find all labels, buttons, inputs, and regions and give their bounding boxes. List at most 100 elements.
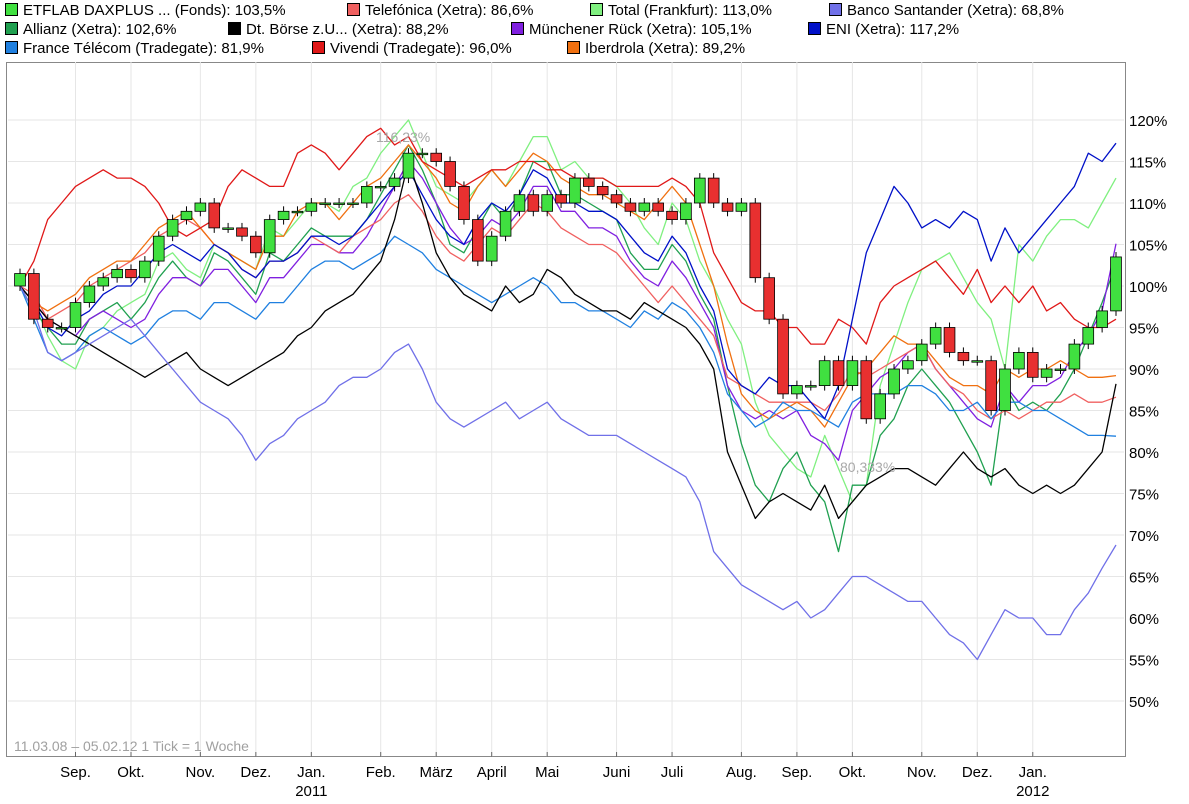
- candle[interactable]: [541, 194, 554, 212]
- candle[interactable]: [374, 185, 387, 189]
- candle[interactable]: [291, 210, 304, 214]
- candle[interactable]: [638, 202, 651, 212]
- series-line-france-t-l-com-tradegate-[interactable]: [19, 235, 1117, 437]
- candle[interactable]: [139, 260, 151, 279]
- candle[interactable]: [444, 161, 456, 187]
- candle[interactable]: [236, 227, 248, 237]
- candle[interactable]: [347, 202, 359, 205]
- candle[interactable]: [985, 360, 997, 411]
- candle[interactable]: [721, 202, 734, 212]
- candle[interactable]: [804, 385, 817, 388]
- candle[interactable]: [791, 385, 803, 395]
- legend-item-vivendi[interactable]: Vivendi (Tradegate): 96,0%: [312, 40, 512, 58]
- legend-item-muenchener-rueck[interactable]: Münchener Rück (Xetra): 105,1%: [511, 21, 752, 39]
- legend-item-total[interactable]: Total (Frankfurt): 113,0%: [590, 2, 772, 20]
- candle[interactable]: [14, 273, 26, 287]
- candle[interactable]: [28, 273, 40, 320]
- candle[interactable]: [874, 393, 886, 420]
- series-line-allianz-xetra-[interactable]: [19, 144, 1117, 553]
- candle[interactable]: [957, 351, 970, 362]
- candle[interactable]: [1054, 368, 1067, 371]
- legend-item-etflab[interactable]: ETFLAB DAXPLUS ... (Fonds): 103,5%: [5, 2, 286, 20]
- candle[interactable]: [929, 327, 942, 345]
- candle[interactable]: [194, 202, 207, 212]
- candle[interactable]: [1013, 351, 1025, 370]
- candle[interactable]: [1110, 256, 1122, 312]
- candle[interactable]: [416, 152, 429, 156]
- candle[interactable]: [971, 360, 984, 363]
- candle[interactable]: [111, 268, 123, 279]
- candle[interactable]: [125, 268, 137, 279]
- candle[interactable]: [888, 368, 900, 395]
- candle[interactable]: [832, 360, 845, 387]
- candle[interactable]: [555, 194, 567, 204]
- candle[interactable]: [499, 210, 512, 237]
- candle[interactable]: [263, 219, 276, 254]
- candle[interactable]: [943, 327, 956, 353]
- candle[interactable]: [596, 185, 609, 196]
- legend-item-deutsche-boerse[interactable]: Dt. Börse z.U... (Xetra): 88,2%: [228, 21, 449, 39]
- candle[interactable]: [1040, 368, 1053, 378]
- candle[interactable]: [430, 152, 443, 162]
- candle[interactable]: [319, 202, 332, 205]
- candle[interactable]: [735, 202, 748, 212]
- legend-item-iberdrola[interactable]: Iberdrola (Xetra): 89,2%: [567, 40, 745, 58]
- candle[interactable]: [777, 318, 789, 395]
- candle[interactable]: [277, 210, 290, 221]
- candle[interactable]: [846, 360, 859, 387]
- candle[interactable]: [624, 202, 637, 212]
- candle[interactable]: [818, 360, 831, 387]
- candle[interactable]: [485, 235, 498, 262]
- candle[interactable]: [472, 219, 484, 262]
- candle[interactable]: [305, 202, 318, 212]
- candle[interactable]: [610, 194, 623, 204]
- legend-item-eni[interactable]: ENI (Xetra): 117,2%: [808, 21, 959, 39]
- legend-item-santander[interactable]: Banco Santander (Xetra): 68,8%: [829, 2, 1064, 20]
- candle[interactable]: [749, 202, 762, 279]
- candle[interactable]: [582, 177, 595, 187]
- candle[interactable]: [999, 368, 1011, 411]
- candle[interactable]: [166, 219, 179, 237]
- candle[interactable]: [402, 152, 415, 179]
- candle[interactable]: [361, 185, 373, 204]
- series-line-dt-b-rse-z-u-xetra-[interactable]: [19, 160, 1117, 520]
- candle[interactable]: [513, 194, 526, 212]
- series-line-iberdrola-xetra-[interactable]: [19, 144, 1117, 428]
- series-line-telef-nica-xetra-[interactable]: [19, 194, 1117, 420]
- candle[interactable]: [915, 343, 928, 362]
- candle[interactable]: [902, 360, 914, 370]
- candle[interactable]: [527, 194, 540, 212]
- candle[interactable]: [41, 318, 54, 328]
- candle[interactable]: [1096, 310, 1108, 328]
- candle[interactable]: [666, 210, 678, 221]
- series-line-banco-santander-xetra-[interactable]: [19, 285, 1117, 661]
- candle[interactable]: [693, 177, 706, 204]
- candle[interactable]: [333, 202, 345, 205]
- candle[interactable]: [388, 177, 401, 187]
- candle[interactable]: [652, 202, 664, 212]
- candle[interactable]: [680, 202, 692, 221]
- legend-item-france-telecom[interactable]: France Télécom (Tradegate): 81,9%: [5, 40, 264, 58]
- candle[interactable]: [97, 277, 110, 287]
- candle[interactable]: [1068, 343, 1081, 370]
- candle[interactable]: [569, 177, 581, 204]
- candle[interactable]: [83, 285, 96, 304]
- legend-item-telefonica[interactable]: Telefónica (Xetra): 86,6%: [347, 2, 533, 20]
- candle[interactable]: [152, 235, 165, 262]
- candle[interactable]: [250, 235, 262, 254]
- candle[interactable]: [458, 185, 470, 220]
- series-line-vivendi-tradegate-[interactable]: [19, 127, 1117, 345]
- series-line-eni-xetra-[interactable]: [19, 142, 1117, 420]
- candle[interactable]: [1082, 327, 1095, 345]
- candle[interactable]: [69, 302, 82, 328]
- candle[interactable]: [763, 277, 775, 320]
- candle[interactable]: [55, 327, 68, 330]
- legend-item-allianz[interactable]: Allianz (Xetra): 102,6%: [5, 21, 176, 39]
- candle[interactable]: [860, 360, 873, 420]
- candle[interactable]: [180, 210, 193, 221]
- candle[interactable]: [707, 177, 720, 204]
- candle[interactable]: [1026, 351, 1039, 378]
- candle[interactable]: [222, 227, 234, 230]
- candle[interactable]: [208, 202, 221, 229]
